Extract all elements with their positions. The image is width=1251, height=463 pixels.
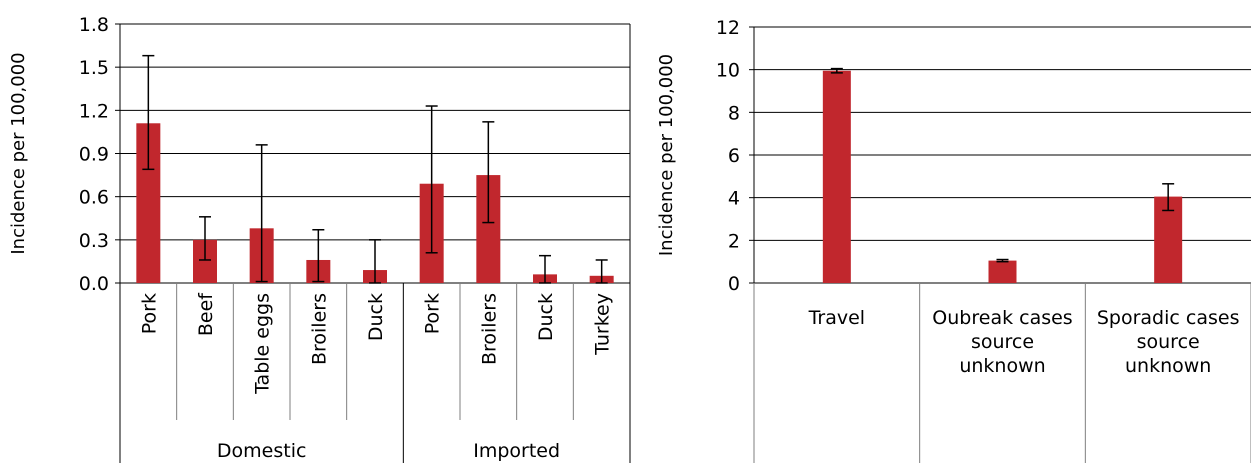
bar xyxy=(822,70,851,283)
category-label: unknown xyxy=(959,355,1045,377)
group-label: Imported xyxy=(473,440,560,462)
category-label: Beef xyxy=(195,292,217,336)
y-tick-label: 0.9 xyxy=(79,144,109,166)
category-label: Turkey xyxy=(592,293,614,356)
category-label: Broilers xyxy=(308,293,330,365)
category-label: unknown xyxy=(1125,355,1211,377)
y-tick-label: 1.8 xyxy=(79,14,109,36)
y-tick-label: 2 xyxy=(728,230,740,252)
y-axis-label: Incidence per 100,000 xyxy=(8,52,29,254)
category-label: Duck xyxy=(535,293,557,341)
category-label: Sporadic cases xyxy=(1097,307,1240,329)
category-label: Duck xyxy=(365,293,387,341)
category-label: Oubreak cases xyxy=(932,307,1072,329)
category-label: Broilers xyxy=(478,293,500,365)
y-tick-label: 0 xyxy=(728,273,740,295)
y-tick-label: 1.5 xyxy=(79,57,109,79)
y-tick-label: 0.3 xyxy=(79,230,109,252)
category-label: Travel xyxy=(808,307,865,329)
y-tick-label: 4 xyxy=(728,188,740,210)
y-tick-label: 6 xyxy=(728,145,740,167)
y-tick-label: 10 xyxy=(716,60,740,82)
y-tick-label: 1.2 xyxy=(79,100,109,122)
y-tick-label: 0.0 xyxy=(79,273,109,295)
group-label: Domestic xyxy=(217,440,307,462)
category-label: source xyxy=(1137,331,1200,353)
category-label: Table eggs xyxy=(252,293,274,395)
category-label: Pork xyxy=(138,293,160,334)
y-axis-label: Incidence per 100,000 xyxy=(656,54,677,256)
y-tick-label: 8 xyxy=(728,102,740,124)
category-label: source xyxy=(971,331,1034,353)
y-tick-label: 0.6 xyxy=(79,187,109,209)
category-label: Pork xyxy=(422,293,444,334)
bar xyxy=(988,260,1017,283)
y-tick-label: 12 xyxy=(716,17,740,39)
